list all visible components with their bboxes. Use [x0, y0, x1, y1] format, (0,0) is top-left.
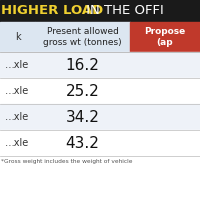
Text: Propose
(ap: Propose (ap — [144, 27, 186, 47]
Bar — [0, 22, 35, 52]
Bar — [35, 22, 130, 52]
Bar — [0, 130, 200, 156]
Text: IN THE OFFI: IN THE OFFI — [82, 4, 164, 18]
Bar — [0, 78, 200, 104]
Bar — [0, 104, 200, 130]
Text: 16.2: 16.2 — [66, 58, 99, 72]
Text: …xle: …xle — [5, 60, 30, 70]
Text: …xle: …xle — [5, 86, 30, 96]
Text: HIGHER LOAD: HIGHER LOAD — [1, 4, 103, 18]
Text: 34.2: 34.2 — [66, 110, 99, 124]
Text: Present allowed
gross wt (tonnes): Present allowed gross wt (tonnes) — [43, 27, 122, 47]
Text: 25.2: 25.2 — [66, 84, 99, 98]
Text: …xle: …xle — [5, 138, 30, 148]
Bar — [0, 52, 200, 78]
Text: *Gross weight includes the weight of vehicle: *Gross weight includes the weight of veh… — [1, 159, 132, 164]
Bar — [0, 0, 200, 22]
Text: …xle: …xle — [5, 112, 30, 122]
Text: 43.2: 43.2 — [66, 136, 99, 150]
Text: k: k — [15, 32, 20, 42]
Bar — [130, 22, 200, 52]
